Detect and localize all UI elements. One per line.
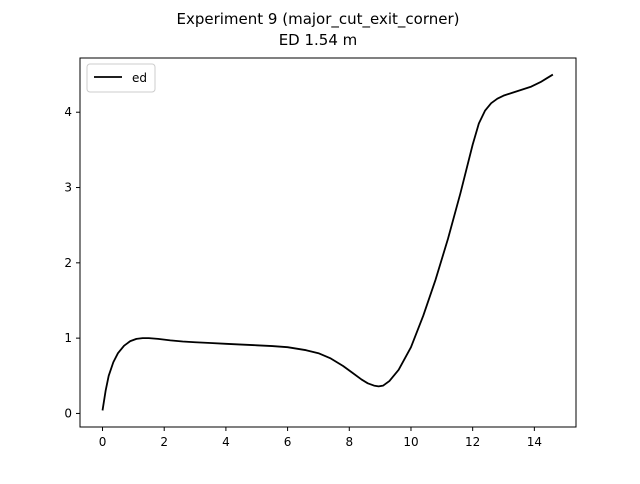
legend-box <box>86 63 156 93</box>
legend: ed <box>86 63 156 93</box>
y-tick-label: 2 <box>64 256 72 270</box>
chart-title-line2: ED 1.54 m <box>279 31 358 49</box>
y-tick-label: 3 <box>64 181 72 195</box>
series-line-ed <box>101 73 554 411</box>
x-tick-label: 4 <box>222 435 230 449</box>
x-tick-label: 2 <box>160 435 168 449</box>
x-axis-ticks: 0 2 4 6 8 10 12 14 <box>99 427 542 449</box>
y-tick-label: 0 <box>64 406 72 420</box>
x-tick-label: 14 <box>527 435 542 449</box>
y-tick-label: 1 <box>64 331 72 345</box>
x-tick-label: 10 <box>403 435 418 449</box>
x-tick-label: 6 <box>284 435 292 449</box>
x-tick-label: 12 <box>465 435 480 449</box>
x-tick-label: 8 <box>345 435 353 449</box>
plot-area-frame <box>79 57 577 428</box>
chart-title-line1: Experiment 9 (major_cut_exit_corner) <box>176 10 459 29</box>
x-tick-label: 0 <box>99 435 107 449</box>
y-axis-ticks: 0 1 2 3 4 <box>64 105 80 420</box>
y-tick-label: 4 <box>64 105 72 119</box>
legend-label-ed: ed <box>132 71 147 85</box>
